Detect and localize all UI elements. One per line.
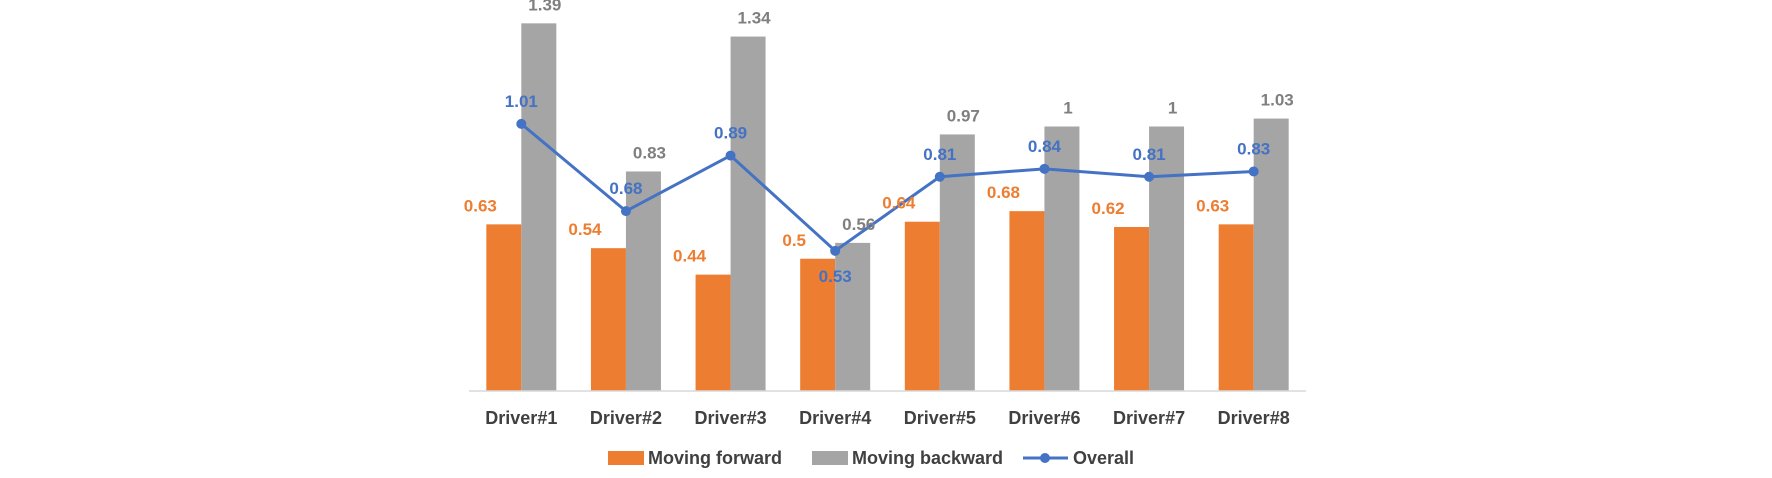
label-overall-6: 0.84: [1028, 137, 1062, 156]
bar-moving-forward-3: [695, 274, 731, 391]
label-moving-forward-5: 0.64: [882, 194, 916, 213]
point-overall-6: [1039, 163, 1050, 174]
label-moving-forward-4: 0.5: [782, 231, 806, 250]
label-overall-8: 0.83: [1237, 139, 1270, 158]
x-tick-label-1: Driver#1: [485, 408, 557, 428]
point-overall-2: [620, 206, 631, 217]
x-tick-label-2: Driver#2: [590, 408, 662, 428]
line-overall: [520, 122, 1254, 253]
x-tick-label-8: Driver#8: [1218, 408, 1290, 428]
label-overall-7: 0.81: [1133, 145, 1166, 164]
legend-label-2: Moving backward: [852, 448, 1003, 468]
bar-moving-backward-1: [521, 23, 557, 391]
point-overall-1: [516, 118, 527, 129]
legend-swatch-2: [812, 451, 848, 465]
bar-moving-backward-6: [1044, 126, 1080, 391]
bar-moving-forward-7: [1114, 227, 1150, 391]
label-moving-forward-3: 0.44: [673, 247, 707, 266]
line-layer: [516, 118, 1259, 256]
label-overall-2: 0.68: [609, 179, 642, 198]
legend-item-overall: Overall: [1023, 448, 1134, 468]
legend-marker-3: [1040, 453, 1050, 463]
bar-moving-forward-6: [1009, 211, 1045, 391]
legend-swatch-1: [608, 451, 644, 465]
point-overall-5: [934, 171, 945, 182]
bar-moving-forward-1: [486, 224, 522, 391]
x-tick-label-5: Driver#5: [904, 408, 976, 428]
label-moving-forward-2: 0.54: [568, 220, 602, 239]
label-moving-backward-4: 0.56: [842, 215, 875, 234]
label-moving-backward-7: 1: [1168, 99, 1177, 118]
bar-moving-backward-8: [1253, 118, 1289, 391]
bar-moving-backward-3: [730, 36, 766, 391]
bar-moving-backward-7: [1149, 126, 1185, 391]
bar-moving-forward-5: [904, 221, 940, 391]
label-overall-3: 0.89: [714, 124, 747, 143]
bar-moving-forward-8: [1218, 224, 1254, 391]
x-tick-labels: Driver#1 Driver#2 Driver#3 Driver#4 Driver#5…: [485, 408, 1289, 428]
label-moving-backward-5: 0.97: [947, 106, 980, 125]
point-overall-4: [830, 245, 841, 256]
x-tick-label-7: Driver#7: [1113, 408, 1185, 428]
label-moving-forward-1: 0.63: [464, 196, 497, 215]
legend-item-moving-backward: Moving backward: [812, 448, 1003, 468]
legend-item-moving-forward: Moving forward: [608, 448, 782, 468]
label-moving-forward-8: 0.63: [1196, 196, 1229, 215]
point-overall-7: [1144, 171, 1155, 182]
labels-layer: 0.63 1.39 0.54 0.83 0.44 1.34 0.5 0.56 0.64 0.97 0…: [464, 0, 1294, 286]
bar-moving-forward-4: [800, 258, 836, 391]
bar-moving-backward-4: [835, 242, 871, 391]
label-moving-backward-2: 0.83: [633, 143, 666, 162]
label-overall-5: 0.81: [923, 145, 956, 164]
label-moving-forward-6: 0.68: [987, 183, 1020, 202]
bar-moving-backward-5: [939, 134, 975, 391]
label-moving-forward-7: 0.62: [1092, 199, 1125, 218]
label-moving-backward-3: 1.34: [738, 9, 772, 28]
point-overall-8: [1248, 166, 1259, 177]
x-tick-label-6: Driver#6: [1008, 408, 1080, 428]
legend-label-3: Overall: [1073, 448, 1134, 468]
bars-layer: [486, 23, 1289, 391]
label-overall-1: 1.01: [505, 92, 538, 111]
label-overall-4: 0.53: [819, 267, 852, 286]
label-moving-backward-6: 1: [1063, 99, 1072, 118]
x-tick-label-4: Driver#4: [799, 408, 871, 428]
bar-moving-backward-2: [625, 171, 661, 391]
point-overall-3: [725, 150, 736, 161]
bar-moving-forward-2: [590, 248, 626, 391]
label-moving-backward-1: 1.39: [528, 0, 561, 14]
x-tick-label-3: Driver#3: [695, 408, 767, 428]
label-moving-backward-8: 1.03: [1261, 91, 1294, 110]
legend: Moving forward Moving backward Overall: [608, 448, 1134, 468]
legend-label-1: Moving forward: [648, 448, 782, 468]
